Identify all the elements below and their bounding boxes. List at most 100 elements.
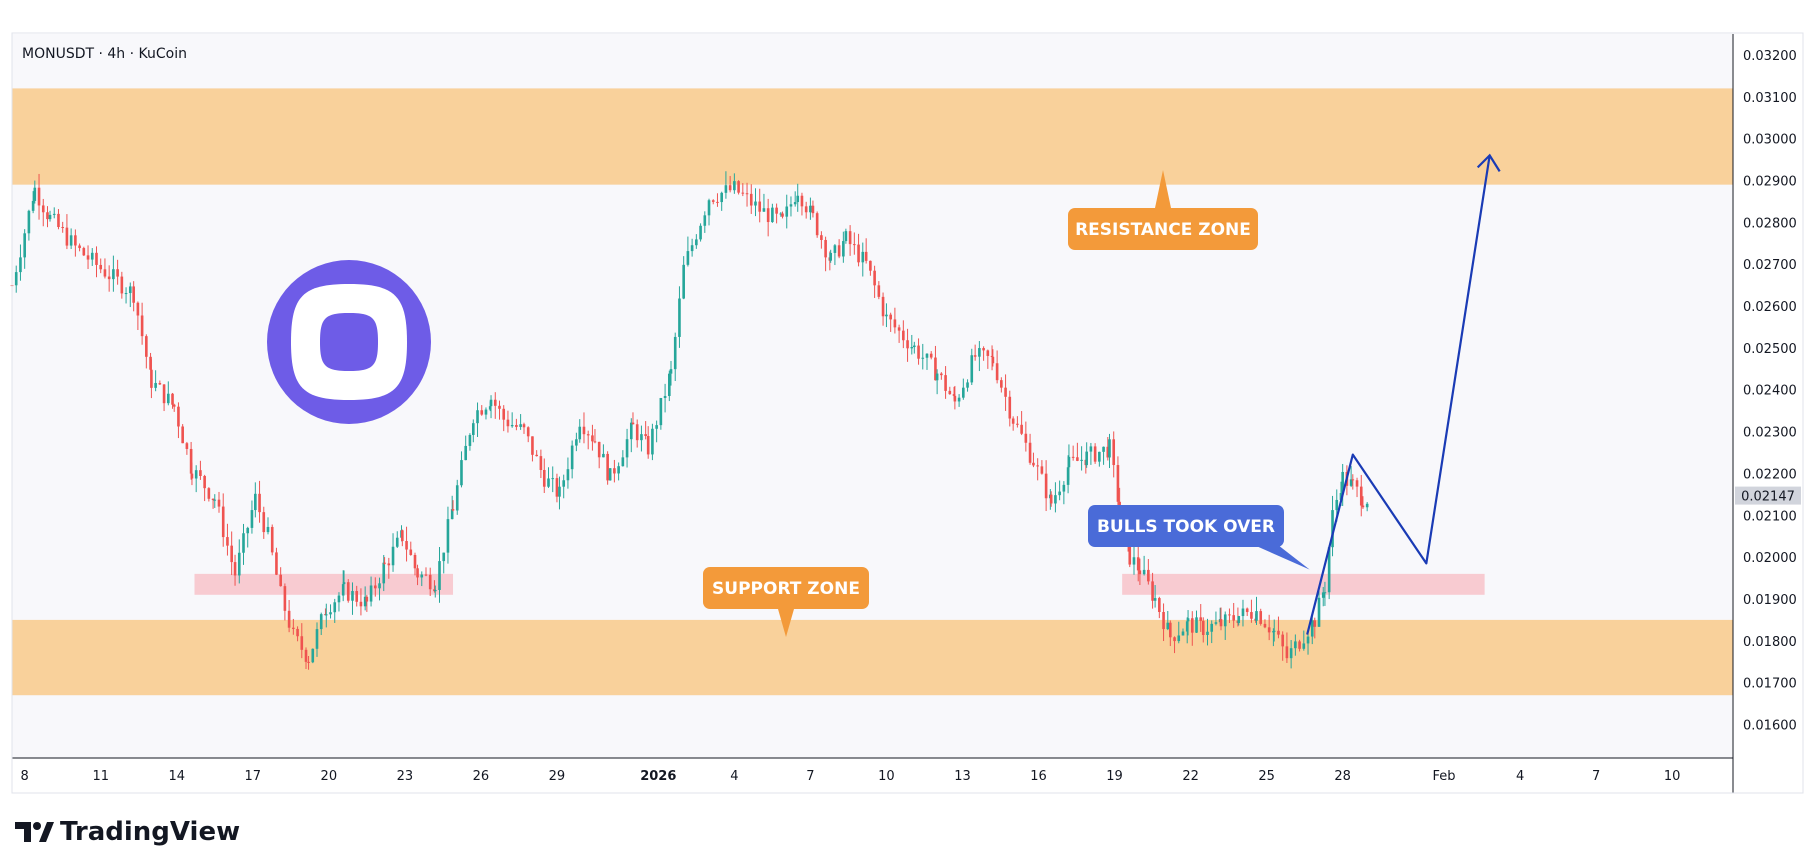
- candle-up: [1294, 641, 1297, 649]
- price-tick-label: 0.03100: [1743, 91, 1797, 106]
- candle-up: [809, 205, 812, 213]
- candle-up: [1321, 592, 1325, 598]
- candle-down: [591, 435, 594, 442]
- candle-up: [547, 478, 550, 487]
- candle-down: [897, 327, 901, 331]
- candle-down: [387, 563, 391, 566]
- candle-down: [555, 478, 559, 497]
- candle-down: [635, 424, 639, 441]
- candle-up: [570, 445, 574, 470]
- time-tick-label: 16: [1030, 769, 1047, 784]
- support-zone-label-pointer-icon: [778, 609, 794, 637]
- candle-down: [199, 470, 202, 477]
- time-tick-label: 25: [1258, 769, 1275, 784]
- candle-up: [254, 493, 257, 511]
- tradingview-logo-icon: [15, 822, 54, 842]
- candle-up: [1195, 617, 1198, 633]
- candle-down: [948, 390, 952, 395]
- candle-down: [1044, 473, 1048, 499]
- candle-down: [1147, 569, 1150, 582]
- candle-down: [824, 239, 827, 258]
- candle-up: [659, 397, 663, 426]
- candle-up: [1272, 631, 1275, 633]
- candle-down: [424, 574, 428, 576]
- candle-up: [640, 434, 643, 441]
- candle-down: [1116, 465, 1120, 502]
- candle-down: [893, 319, 897, 328]
- candle-down: [853, 244, 856, 246]
- candle-up: [194, 470, 198, 479]
- candle-up: [935, 373, 939, 381]
- time-tick-label: 13: [954, 769, 971, 784]
- candle-up: [686, 251, 690, 265]
- candle-down: [990, 355, 994, 357]
- time-tick-label: 22: [1182, 769, 1199, 784]
- candle-up: [861, 251, 865, 263]
- axis-layer: [11, 32, 1804, 794]
- candle-up: [166, 393, 170, 404]
- candle-up: [1341, 471, 1344, 494]
- candle-up: [1153, 598, 1157, 601]
- candle-down: [451, 509, 455, 511]
- time-tick-label: 26: [473, 769, 490, 784]
- price-tick-label: 0.01700: [1743, 677, 1797, 692]
- candle-up: [608, 468, 612, 481]
- candle-up: [733, 181, 736, 191]
- price-tick-label: 0.03200: [1743, 49, 1797, 64]
- candle-down: [355, 591, 359, 602]
- candle-up: [489, 399, 493, 407]
- candle-up: [682, 264, 685, 299]
- candle-down: [116, 269, 119, 277]
- candle-up: [324, 614, 328, 616]
- candle-up: [1098, 451, 1101, 462]
- price-tick-label: 0.02000: [1743, 551, 1797, 566]
- candle-up: [1210, 623, 1214, 632]
- candle-up: [1237, 616, 1241, 624]
- candle-up: [1132, 557, 1136, 565]
- candle-up: [699, 225, 702, 240]
- candle-down: [848, 231, 852, 245]
- candle-up: [128, 286, 132, 294]
- candle-down: [296, 628, 299, 637]
- candle-up: [558, 486, 561, 497]
- candle-up: [602, 453, 605, 458]
- candle-up: [1323, 592, 1327, 594]
- candle-down: [292, 627, 295, 629]
- candle-up: [651, 428, 654, 455]
- candle-up: [124, 293, 128, 295]
- candle-down: [1016, 423, 1019, 425]
- candle-down: [1020, 424, 1023, 434]
- candle-down: [1028, 442, 1032, 463]
- candle-down: [815, 213, 819, 236]
- mon-logo: [267, 260, 431, 424]
- candle-up: [829, 252, 832, 261]
- resistance-zone-label-pointer-icon: [1155, 170, 1171, 208]
- candle-down: [522, 424, 526, 428]
- price-tick-label: 0.02200: [1743, 467, 1797, 482]
- candle-down: [1219, 619, 1223, 627]
- candle-up: [695, 239, 698, 246]
- candle-up: [420, 574, 424, 578]
- candle-up: [519, 424, 522, 427]
- candle-down: [428, 574, 432, 590]
- candle-down: [99, 264, 103, 270]
- candle-down: [889, 314, 892, 320]
- candle-up: [785, 206, 789, 217]
- time-tick-label: 17: [245, 769, 262, 784]
- candle-up: [1062, 484, 1066, 492]
- candle-up: [629, 422, 633, 440]
- candle-up: [382, 562, 386, 584]
- candle-down: [1277, 630, 1280, 635]
- candle-down: [728, 185, 732, 191]
- candle-up: [19, 257, 22, 273]
- candle-down: [46, 212, 49, 220]
- candle-up: [363, 596, 367, 607]
- candle-up: [464, 445, 468, 461]
- candle-down: [631, 422, 635, 425]
- candle-down: [171, 393, 174, 405]
- candle-up: [1365, 503, 1369, 508]
- candle-down: [1232, 615, 1235, 621]
- tradingview-brand: TradingView: [15, 817, 240, 847]
- time-tick-label: 4: [1516, 769, 1524, 784]
- candle-down: [857, 244, 860, 263]
